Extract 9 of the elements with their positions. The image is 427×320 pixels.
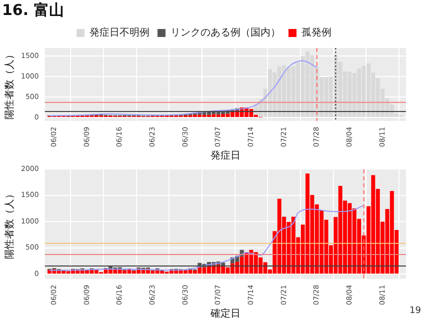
x-axis-title: 発症日 [210, 150, 240, 162]
text: 19 [410, 306, 421, 316]
x-axis-title: 確定日 [209, 308, 240, 320]
legend-label: 孤発例 [302, 26, 332, 39]
chart-title: 16. 富山 [2, 0, 64, 19]
legend-label: 発症日不明例 [90, 26, 150, 39]
y-axis-title: 陽性者数（人） [4, 189, 16, 260]
legend-label: リンクのある例（国内） [170, 26, 280, 39]
y-axis-title: 陽性者数（人） [4, 49, 16, 120]
